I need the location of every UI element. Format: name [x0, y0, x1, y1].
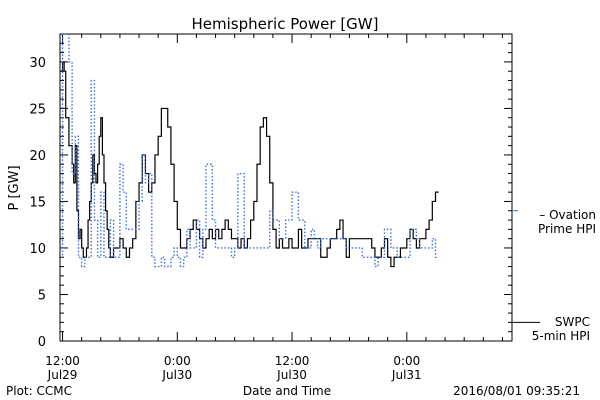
footer-left: Plot: CCMC	[6, 384, 72, 398]
series-line-swpc	[60, 61, 439, 268]
series-layer	[60, 33, 439, 268]
legend-swpc-line2: 5-min HPI	[532, 329, 590, 343]
y-tick-label: 20	[29, 149, 46, 164]
y-tick-label: 10	[29, 242, 46, 257]
x-tick-label: 12:00	[275, 354, 310, 368]
x-tick-date-label: Jul30	[161, 368, 192, 382]
chart-title: Hemispheric Power [GW]	[192, 15, 379, 33]
y-axis-label: P [GW]	[7, 165, 22, 210]
x-tick-label: 0:00	[164, 354, 191, 368]
legend-swpc-line1: SWPC	[555, 315, 590, 329]
y-tick-label: 0	[38, 335, 46, 350]
x-axis-label: Date and Time	[243, 384, 331, 398]
y-axis: 0 5 10 15 20 25 30	[29, 33, 512, 350]
x-tick-label: 12:00	[45, 354, 80, 368]
x-tick-date-label: Jul29	[47, 368, 78, 382]
plot-frame	[59, 33, 513, 342]
y-tick-label: 25	[29, 102, 46, 117]
x-tick-date-label: Jul31	[391, 368, 422, 382]
y-tick-label: 5	[38, 288, 46, 303]
series-line-ovation	[60, 33, 439, 268]
legend-ovation-line2: Prime HPI	[538, 222, 596, 236]
x-tick-label: 0:00	[393, 354, 420, 368]
legend-ovation-line1: – Ovation	[539, 208, 596, 222]
x-tick-date-label: Jul30	[276, 368, 307, 382]
footer-timestamp: 2016/08/01 09:35:21	[453, 384, 580, 398]
y-tick-label: 15	[29, 195, 46, 210]
y-tick-label: 30	[29, 56, 46, 71]
